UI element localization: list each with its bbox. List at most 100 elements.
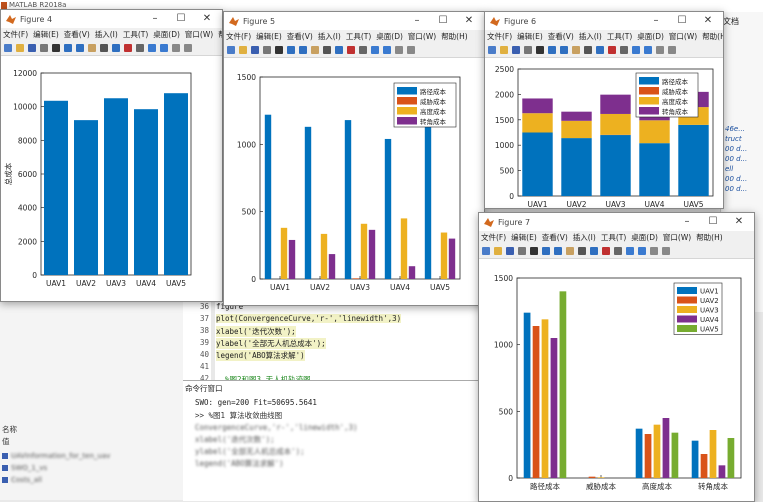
rotate-icon[interactable] — [584, 46, 592, 54]
pan-icon[interactable] — [572, 46, 580, 54]
hide-tools-icon[interactable] — [650, 247, 658, 255]
dock-icon[interactable] — [662, 247, 670, 255]
menu-item[interactable]: 桌面(D) — [631, 232, 658, 243]
maximize-icon[interactable]: ☐ — [430, 12, 456, 30]
menu-item[interactable]: 帮助(H) — [696, 232, 723, 243]
figure-titlebar[interactable]: Figure 7–☐✕ — [479, 213, 754, 231]
menu-item[interactable]: 工具(T) — [346, 31, 371, 42]
menu-item[interactable]: 帮助(H) — [441, 31, 468, 42]
data-cursor-icon[interactable] — [596, 46, 604, 54]
zoom-in-icon[interactable] — [542, 247, 550, 255]
brush-icon[interactable] — [347, 46, 355, 54]
hide-tools-icon[interactable] — [172, 44, 180, 52]
menu-item[interactable]: 文件(F) — [3, 29, 28, 40]
menu-item[interactable]: 文件(F) — [487, 31, 512, 42]
menu-item[interactable]: 窗口(W) — [185, 29, 213, 40]
maximize-icon[interactable]: ☐ — [700, 213, 726, 231]
maximize-icon[interactable]: ☐ — [669, 12, 695, 30]
print-icon[interactable] — [518, 247, 526, 255]
menu-item[interactable]: 桌面(D) — [637, 31, 664, 42]
open-icon[interactable] — [500, 46, 508, 54]
rotate-icon[interactable] — [100, 44, 108, 52]
figure-4-window[interactable]: Figure 4–☐✕文件(F)编辑(E)查看(V)插入(I)工具(T)桌面(D… — [0, 9, 223, 302]
zoom-out-icon[interactable] — [554, 247, 562, 255]
save-icon[interactable] — [506, 247, 514, 255]
workspace-item[interactable]: SWO_1_vs — [2, 462, 110, 474]
menu-item[interactable]: 编辑(E) — [511, 232, 537, 243]
menu-item[interactable]: 窗口(W) — [663, 232, 691, 243]
close-icon[interactable]: ✕ — [695, 12, 721, 30]
menu-item[interactable]: 插入(I) — [95, 29, 118, 40]
link-icon[interactable] — [136, 44, 144, 52]
menu-item[interactable]: 窗口(W) — [669, 31, 697, 42]
pan-icon[interactable] — [566, 247, 574, 255]
open-icon[interactable] — [16, 44, 24, 52]
pointer-icon[interactable] — [52, 44, 60, 52]
save-icon[interactable] — [512, 46, 520, 54]
colorbar-icon[interactable] — [148, 44, 156, 52]
close-icon[interactable]: ✕ — [726, 213, 752, 231]
figure-titlebar[interactable]: Figure 6–☐✕ — [485, 12, 723, 30]
colorbar-icon[interactable] — [632, 46, 640, 54]
brush-icon[interactable] — [602, 247, 610, 255]
close-icon[interactable]: ✕ — [194, 10, 220, 28]
menu-item[interactable]: 查看(V) — [287, 31, 313, 42]
legend-icon[interactable] — [638, 247, 646, 255]
minimize-icon[interactable]: – — [142, 10, 168, 28]
menu-item[interactable]: 桌面(D) — [153, 29, 180, 40]
legend-icon[interactable] — [644, 46, 652, 54]
menu-item[interactable]: 查看(V) — [542, 232, 568, 243]
menu-item[interactable]: 插入(I) — [573, 232, 596, 243]
new-figure-icon[interactable] — [227, 46, 235, 54]
code-line[interactable]: ylabel('全部无人机总成本'); — [216, 338, 326, 349]
maximize-icon[interactable]: ☐ — [168, 10, 194, 28]
figure-titlebar[interactable]: Figure 4–☐✕ — [1, 10, 222, 28]
menu-item[interactable]: 文件(F) — [226, 31, 251, 42]
data-cursor-icon[interactable] — [112, 44, 120, 52]
menu-item[interactable]: 查看(V) — [64, 29, 90, 40]
data-cursor-icon[interactable] — [335, 46, 343, 54]
brush-icon[interactable] — [608, 46, 616, 54]
figure-5-window[interactable]: Figure 5–☐✕文件(F)编辑(E)查看(V)插入(I)工具(T)桌面(D… — [223, 11, 485, 306]
save-icon[interactable] — [251, 46, 259, 54]
code-line[interactable]: legend('ABO算法求解') — [216, 350, 305, 361]
close-icon[interactable]: ✕ — [456, 12, 482, 30]
code-line[interactable]: plot(ConvergenceCurve,'r-','linewidth',3… — [216, 314, 401, 323]
workspace-item[interactable]: Costs_all — [2, 474, 110, 486]
menu-item[interactable]: 编辑(E) — [517, 31, 543, 42]
dock-icon[interactable] — [184, 44, 192, 52]
command-window[interactable]: 命令行窗口 SWO: gen=200 Fit=50695.5641 >> %图1… — [183, 380, 481, 501]
minimize-icon[interactable]: – — [643, 12, 669, 30]
menu-item[interactable]: 窗口(W) — [408, 31, 436, 42]
new-figure-icon[interactable] — [4, 44, 12, 52]
menu-item[interactable]: 桌面(D) — [376, 31, 403, 42]
rotate-icon[interactable] — [323, 46, 331, 54]
pointer-icon[interactable] — [536, 46, 544, 54]
link-icon[interactable] — [620, 46, 628, 54]
rotate-icon[interactable] — [578, 247, 586, 255]
pointer-icon[interactable] — [530, 247, 538, 255]
menu-item[interactable]: 工具(T) — [607, 31, 632, 42]
figure-6-window[interactable]: Figure 6–☐✕文件(F)编辑(E)查看(V)插入(I)工具(T)桌面(D… — [484, 11, 724, 209]
menu-item[interactable]: 工具(T) — [123, 29, 148, 40]
print-icon[interactable] — [40, 44, 48, 52]
figure-7-window[interactable]: Figure 7–☐✕文件(F) 编辑(E) 查看(V) 插入(I) 工具(T) 桌面(D… — [478, 212, 755, 502]
doc-link[interactable]: 文档 — [723, 16, 739, 27]
zoom-in-icon[interactable] — [287, 46, 295, 54]
open-icon[interactable] — [239, 46, 247, 54]
pointer-icon[interactable] — [275, 46, 283, 54]
pan-icon[interactable] — [88, 44, 96, 52]
print-icon[interactable] — [524, 46, 532, 54]
menu-item[interactable]: 文件(F) — [481, 232, 506, 243]
print-icon[interactable] — [263, 46, 271, 54]
menu-item[interactable]: 帮助(H) — [702, 31, 724, 42]
menu-item[interactable]: 编辑(E) — [256, 31, 282, 42]
legend-icon[interactable] — [160, 44, 168, 52]
zoom-out-icon[interactable] — [76, 44, 84, 52]
link-icon[interactable] — [614, 247, 622, 255]
minimize-icon[interactable]: – — [404, 12, 430, 30]
figure-titlebar[interactable]: Figure 5–☐✕ — [224, 12, 484, 30]
menu-item[interactable]: 工具(T) — [601, 232, 626, 243]
data-cursor-icon[interactable] — [590, 247, 598, 255]
